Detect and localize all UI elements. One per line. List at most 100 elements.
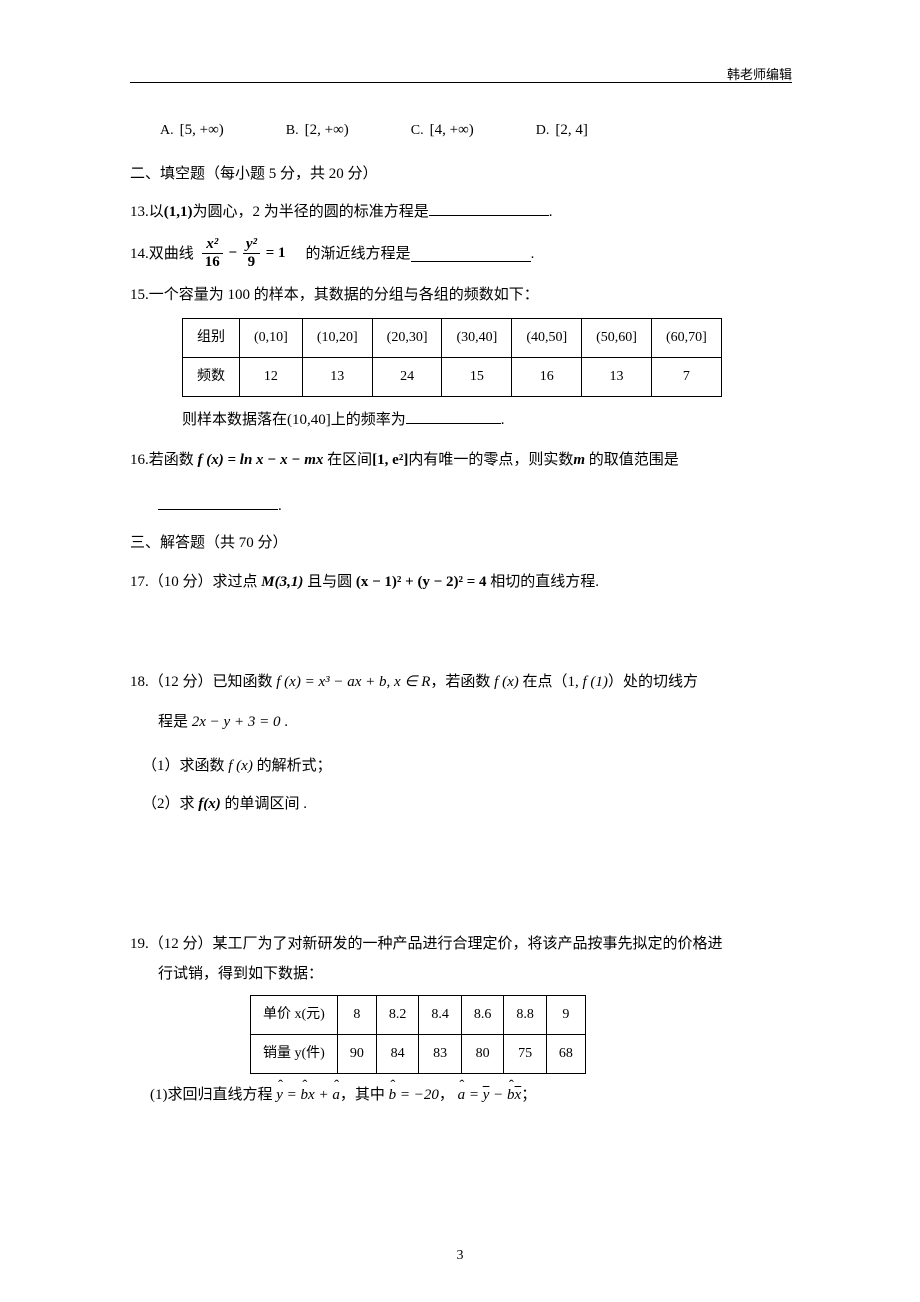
q14-suffix: . [531, 239, 535, 269]
fill-blank [158, 494, 278, 510]
frac-y: y² 9 [243, 237, 260, 270]
fill-blank [406, 408, 501, 424]
q16-mid3: 的取值范围是 [585, 452, 679, 468]
q17-mid: 且与圆 [307, 574, 352, 590]
q18-mid3: ）处的切线方 [608, 674, 698, 690]
q14-mid: 的渐近线方程是 [306, 239, 411, 269]
table-cell: 组别 [183, 319, 240, 358]
table-cell: 84 [376, 1034, 419, 1073]
table-cell: 15 [442, 358, 512, 397]
q18-tangent: 2x − y + 3 = 0 [192, 714, 281, 730]
q17-point: M(3,1) [261, 574, 303, 590]
table-cell: 销量 y(件) [251, 1034, 338, 1073]
q19-line1: 19.（12 分）某工厂为了对新研发的一种产品进行合理定价，将该产品按事先拟定的… [130, 929, 792, 959]
header-rule [130, 82, 792, 83]
option-value: [4, +∞) [430, 118, 474, 144]
table-cell: (30,40] [442, 319, 512, 358]
minus-sign: − [229, 245, 241, 261]
section2-title: 二、填空题（每小题 5 分，共 20 分） [130, 162, 792, 188]
table-cell: 68 [546, 1034, 585, 1073]
document-page: 韩老师编辑 A. [5, +∞) B. [2, +∞) C. [4, +∞) D… [0, 0, 920, 1302]
table-cell: (60,70] [651, 319, 721, 358]
ahat: a [458, 1080, 466, 1110]
table-cell: 单价 x(元) [251, 995, 338, 1034]
q13: 13.以(1,1)为圆心，2 为半径的圆的标准方程是. [130, 197, 792, 227]
table-header-row: 组别 (0,10] (10,20] (20,30] (30,40] (40,50… [183, 319, 722, 358]
page-number: 3 [0, 1248, 920, 1264]
frac-den: 16 [202, 254, 223, 270]
option-label: C. [411, 119, 424, 143]
q13-suffix: . [549, 204, 553, 220]
q13-mid: 为圆心，2 为半径的圆的标准方程是 [193, 204, 429, 220]
q18-mid1: ，若函数 [430, 674, 490, 690]
q19-sub1: (1)求回归直线方程 y = bx + a，其中 b = −20， a = y … [150, 1080, 792, 1110]
table-cell: 24 [372, 358, 442, 397]
table-cell: 8.2 [376, 995, 419, 1034]
table-cell: (10,20] [302, 319, 372, 358]
q12-option-b: B. [2, +∞) [286, 118, 349, 144]
table-cell: 13 [302, 358, 372, 397]
q14: 14.双曲线 x² 16 − y² 9 = 1 的渐近线方程是. [130, 237, 792, 270]
table-cell: (0,10] [240, 319, 303, 358]
option-value: [2, 4] [555, 118, 588, 144]
q15-intro: 15.一个容量为 100 的样本，其数据的分组与各组的频数如下： [130, 280, 792, 310]
q12-option-a: A. [5, +∞) [160, 118, 224, 144]
table-cell: (40,50] [512, 319, 582, 358]
frac-x: x² 16 [202, 237, 223, 270]
table-cell: 8.8 [504, 995, 547, 1034]
q13-prefix: 13.以 [130, 204, 164, 220]
bhat: b [507, 1080, 515, 1110]
fill-blank [411, 246, 531, 262]
ahat: a [332, 1080, 340, 1110]
eq-one: = 1 [266, 245, 286, 261]
q13-center: (1,1) [164, 204, 193, 220]
bhat: b [389, 1080, 397, 1110]
table-cell: 7 [651, 358, 721, 397]
option-label: A. [160, 119, 174, 143]
frac-den: 9 [243, 254, 260, 270]
q14-equation: x² 16 − y² 9 = 1 [200, 237, 286, 270]
section3-title: 三、解答题（共 70 分） [130, 531, 792, 557]
table-cell: 83 [419, 1034, 462, 1073]
q18: 18.（12 分）已知函数 f (x) = x³ − ax + b, x ∈ R… [130, 667, 792, 819]
table-cell: 16 [512, 358, 582, 397]
option-label: D. [536, 119, 550, 143]
frac-num: x² [202, 237, 223, 254]
q14-prefix: 14.双曲线 [130, 239, 194, 269]
option-label: B. [286, 119, 299, 143]
q12-options: A. [5, +∞) B. [2, +∞) C. [4, +∞) D. [2, … [160, 118, 792, 144]
table-cell: 80 [461, 1034, 504, 1073]
q18-fx: f (x) = x³ − ax + b, x ∈ R [276, 674, 430, 690]
table-cell: 75 [504, 1034, 547, 1073]
q15-table: 组别 (0,10] (10,20] (20,30] (30,40] (40,50… [182, 318, 722, 397]
q17-prefix: 17.（10 分）求过点 [130, 574, 258, 590]
table-cell: 9 [546, 995, 585, 1034]
q16: 16.若函数 f (x) = ln x − x − mx 在区间[1, e²]内… [130, 445, 792, 521]
q17-suffix: 相切的直线方程. [490, 574, 599, 590]
q16-prefix: 16.若函数 [130, 452, 194, 468]
q16-interval: [1, e²] [372, 452, 408, 468]
q19: 19.（12 分）某工厂为了对新研发的一种产品进行合理定价，将该产品按事先拟定的… [130, 929, 792, 1110]
table-cell: 13 [582, 358, 652, 397]
table-data-row: 频数 12 13 24 15 16 13 7 [183, 358, 722, 397]
q16-mid1: 在区间 [327, 452, 372, 468]
table-cell: (50,60] [582, 319, 652, 358]
q18-line2-suffix: . [280, 714, 288, 730]
table-row: 单价 x(元) 8 8.2 8.4 8.6 8.8 9 [251, 995, 586, 1034]
q18-f1: f (1) [583, 674, 608, 690]
q18-fx2: f (x) [494, 674, 519, 690]
q19-line2: 行试销，得到如下数据： [158, 959, 792, 989]
table-cell: 频数 [183, 358, 240, 397]
q18-sub1: （1）求函数 f (x) 的解析式； [142, 751, 792, 781]
bhat: b [301, 1080, 309, 1110]
q19-table: 单价 x(元) 8 8.2 8.4 8.6 8.8 9 销量 y(件) 90 8… [250, 995, 586, 1074]
q18-sub2: （2）求 f(x) 的单调区间 . [142, 789, 792, 819]
yhat: y [276, 1080, 283, 1110]
q17-circle: (x − 1)² + (y − 2)² = 4 [356, 574, 487, 590]
table-cell: (20,30] [372, 319, 442, 358]
option-value: [2, +∞) [305, 118, 349, 144]
frac-num: y² [243, 237, 260, 254]
q16-m: m [573, 452, 585, 468]
q18-mid2: 在点（1, [519, 674, 583, 690]
table-cell: 8.6 [461, 995, 504, 1034]
